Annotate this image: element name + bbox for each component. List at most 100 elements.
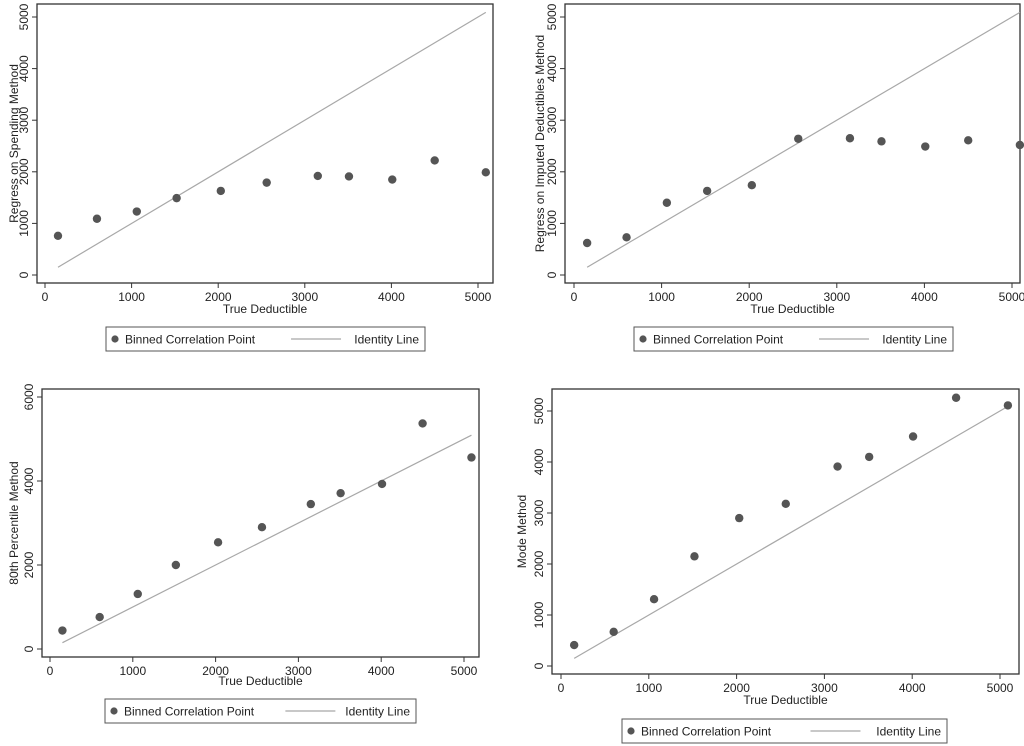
x-tick-label: 4000 [911,290,938,304]
y-tick-label: 2000 [545,158,559,185]
binned-correlation-point [877,137,886,146]
x-axis-label: True Deductible [223,302,308,316]
y-tick-label: 1000 [545,210,559,237]
binned-correlation-point [622,233,631,242]
legend-point-marker [627,727,635,735]
plot-frame [564,3,1021,284]
x-tick-label: 0 [558,681,565,695]
binned-correlation-point [388,175,397,184]
y-tick-label: 4000 [532,448,546,475]
x-axis-label: True Deductible [218,674,303,688]
legend-label-points: Binned Correlation Point [124,705,255,719]
y-axis-label: Mode Method [515,495,529,568]
y-tick-label: 4000 [17,55,31,82]
identity-line [573,405,1009,659]
panel-2: 0 1000 2000 3000 4000 5000 0 1000 2000 3000 4000 50… [533,3,1024,352]
plot-frame [36,3,494,284]
binned-correlation-point [747,181,757,190]
x-tick-label: 5000 [465,290,492,304]
binned-correlation-point [582,238,592,248]
x-tick-label: 1000 [635,681,662,695]
x-tick-label: 5000 [987,681,1014,695]
identity-line [62,434,472,644]
y-tick-label: 0 [545,271,559,278]
binned-correlation-point [377,479,387,489]
binned-correlation-point [53,231,63,240]
x-tick-label: 4000 [378,290,405,304]
binned-correlation-point [908,432,918,441]
legend-point-marker [111,335,119,343]
identity-line [57,11,487,268]
y-tick-label: 3000 [545,107,559,134]
binned-correlation-point [418,419,427,428]
legend-point-marker [110,707,118,715]
binned-correlation-point [481,168,490,177]
legend: Binned Correlation Point Identity Line [621,718,948,744]
binned-correlation-point [833,462,842,471]
binned-correlation-point [216,186,225,196]
binned-correlation-point [921,142,930,151]
binned-correlation-point [95,612,104,622]
x-tick-label: 0 [42,290,49,304]
y-axis-label: Regress on Spending Method [7,64,21,223]
legend-label-points: Binned Correlation Point [653,333,784,347]
x-axis-label: True Deductible [750,302,835,316]
y-axis-label: Regress on Imputed Deductibles Method [533,35,547,252]
plot-frame [551,388,1020,675]
legend-label-identity: Identity Line [876,725,941,739]
x-axis-label: True Deductible [743,693,828,707]
binned-correlation-point [702,186,712,196]
legend: Binned Correlation Point Identity Line [633,326,954,352]
x-tick-label: 3000 [285,664,312,678]
x-tick-label: 4000 [899,681,926,695]
panel-3: 0 1000 2000 3000 4000 5000 0 2000 4000 6000 True D… [7,383,480,724]
legend-label-points: Binned Correlation Point [641,725,772,739]
binned-correlation-point [951,393,961,402]
y-tick-label: 6000 [22,383,36,410]
y-axis-label: 80th Percentile Method [7,461,21,584]
legend-label-identity: Identity Line [354,333,419,347]
plot-frame [41,388,480,658]
y-tick-label: 3000 [532,499,546,526]
legend-label-points: Binned Correlation Point [125,333,256,347]
y-tick-label: 3000 [17,107,31,134]
x-tick-label: 5000 [999,290,1024,304]
x-tick-label: 2000 [723,681,750,695]
binned-correlation-point [430,156,439,165]
binned-correlation-point [171,560,181,570]
y-tick-label: 2000 [17,158,31,185]
binned-correlation-point [649,594,659,604]
binned-correlation-point [172,193,181,203]
y-tick-label: 4000 [545,55,559,82]
binned-correlation-point [92,214,102,223]
x-tick-label: 0 [571,290,578,304]
binned-correlation-point [306,499,316,509]
binned-correlation-point [336,488,345,498]
x-tick-label: 1000 [119,664,146,678]
binned-correlation-point [257,523,267,532]
binned-correlation-point [609,627,618,637]
binned-correlation-point [735,513,744,523]
x-tick-label: 4000 [368,664,395,678]
y-tick-label: 0 [17,271,31,278]
binned-correlation-point [133,589,142,599]
x-tick-label: 3000 [811,681,838,695]
legend-box [621,718,948,744]
panel-4: 0 1000 2000 3000 4000 5000 0 1000 2000 3000 4000 50… [515,388,1020,744]
x-tick-label: 3000 [291,290,318,304]
y-tick-label: 0 [532,662,546,669]
binned-correlation-point [964,136,973,145]
panel-1: 0 1000 2000 3000 4000 5000 0 1000 2000 3000 4000 50… [7,3,494,352]
y-tick-label: 5000 [545,3,559,30]
x-tick-label: 1000 [648,290,675,304]
y-tick-label: 5000 [17,3,31,30]
legend-label-identity: Identity Line [882,333,947,347]
x-tick-label: 2000 [205,290,232,304]
x-tick-label: 5000 [451,664,478,678]
x-tick-label: 2000 [202,664,229,678]
x-tick-label: 2000 [736,290,763,304]
legend: Binned Correlation Point Identity Line [105,326,426,352]
legend-box [104,698,417,724]
binned-correlation-point [1015,140,1024,150]
